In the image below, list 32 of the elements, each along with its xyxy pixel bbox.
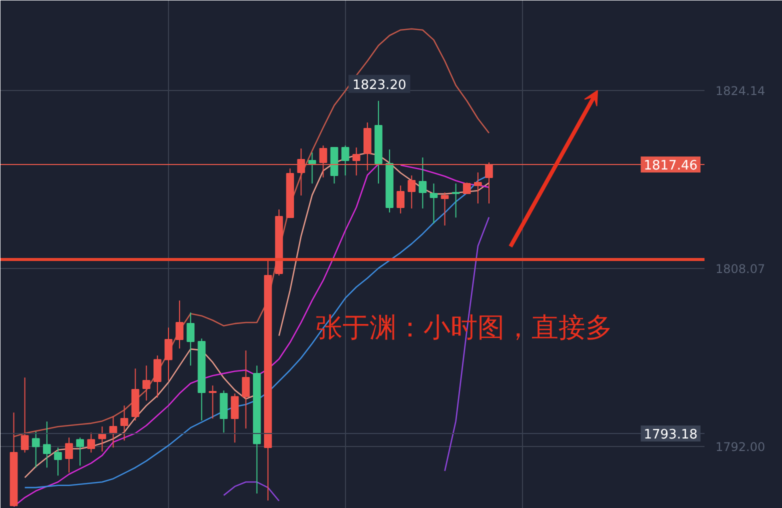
candlestick: [87, 432, 96, 454]
candlestick: [408, 174, 416, 209]
candlestick: [176, 300, 184, 350]
candlestick: [54, 447, 62, 476]
ref-line-label: 1817.46: [644, 158, 698, 174]
candlestick: [32, 431, 40, 468]
y-tick-label: 1824.14: [716, 84, 766, 98]
candlestick: [418, 157, 427, 209]
candlestick: [242, 350, 250, 430]
candlestick: [164, 327, 172, 382]
candlestick: [474, 172, 482, 204]
candlestick: [308, 152, 316, 184]
candlestick: [430, 183, 438, 224]
candlestick: [120, 405, 128, 442]
candlestick: [230, 392, 239, 444]
candlestick: [142, 365, 150, 402]
candlestick: [186, 312, 195, 366]
candlestick: [20, 377, 29, 454]
y-tick-label: 1808.07: [716, 262, 766, 276]
candlestick: [341, 145, 350, 176]
candlestick: [396, 185, 404, 214]
candlestick: [452, 183, 460, 218]
candlestick: [208, 385, 217, 420]
candlestick: [76, 437, 84, 466]
annotation: 1823.20: [352, 78, 406, 93]
candlestick: [462, 182, 471, 194]
candlestick: [440, 192, 449, 226]
candlestick: [42, 421, 51, 468]
y-tick-label: 1792.00: [716, 440, 766, 454]
candlestick: [154, 354, 162, 398]
candlestick: [65, 437, 73, 474]
ref-line-label: 1793.18: [644, 427, 698, 442]
